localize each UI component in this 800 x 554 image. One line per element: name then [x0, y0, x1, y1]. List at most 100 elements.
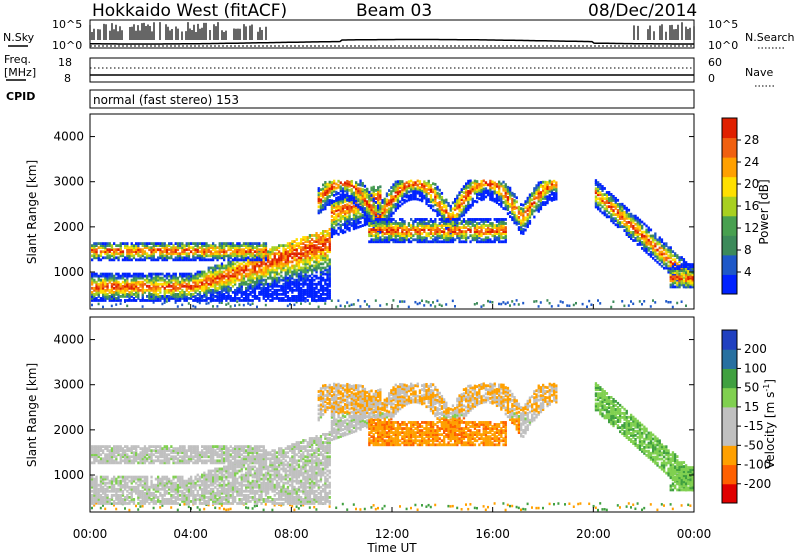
heatmap-cell [256, 264, 259, 268]
heatmap-cell [214, 254, 217, 258]
heatmap-cell [196, 280, 199, 284]
heatmap-cell [328, 278, 331, 282]
heatmap-cell [645, 232, 648, 236]
heatmap-cell [366, 303, 368, 306]
heatmap-cell [645, 246, 648, 250]
heatmap-cell [322, 270, 325, 274]
heatmap-cell [601, 211, 604, 215]
heatmap-cell [524, 206, 527, 210]
heatmap-cell [154, 272, 158, 276]
heatmap-cell [669, 264, 672, 268]
heatmap-cell [258, 250, 261, 254]
heatmap-cell [152, 258, 155, 262]
heatmap-cell [300, 276, 303, 280]
heatmap-cell [471, 201, 474, 205]
heatmap-cell [355, 199, 358, 203]
heatmap-cell [231, 254, 235, 258]
heatmap-cell [278, 292, 281, 296]
heatmap-cell [308, 288, 312, 292]
heatmap-cell [291, 297, 294, 300]
heatmap-cell [278, 246, 281, 250]
heatmap-cell [643, 248, 646, 252]
heatmap-cell [253, 272, 257, 276]
heatmap-cell [471, 218, 474, 221]
heatmap-cell [135, 246, 138, 250]
heatmap-cell [436, 208, 439, 211]
heatmap-cell [179, 254, 182, 258]
heatmap-cell [390, 210, 393, 214]
heatmap-cell [192, 258, 195, 262]
heatmap-cell [385, 202, 389, 206]
heatmap-cell [399, 218, 402, 221]
heatmap-cell [465, 194, 468, 198]
heatmap-cell [326, 232, 329, 235]
heatmap-cell [106, 286, 109, 290]
heatmap-cell [203, 278, 206, 282]
heatmap-cell [669, 254, 672, 258]
heatmap-cell [440, 196, 444, 199]
heatmap-cell [506, 187, 510, 191]
heatmap-cell [460, 234, 463, 238]
heatmap-cell [218, 292, 221, 296]
heatmap-cell [187, 274, 191, 278]
heatmap-cell [339, 226, 342, 229]
heatmap-cell [480, 194, 483, 198]
heatmap-cell [240, 268, 243, 272]
heatmap-cell [225, 254, 228, 258]
heatmap-cell [236, 297, 239, 300]
heatmap-cell [363, 300, 366, 303]
heatmap-cell [522, 224, 525, 227]
heatmap-cell [322, 205, 325, 209]
heatmap-cell [165, 282, 169, 286]
heatmap-cell [106, 254, 109, 258]
heatmap-cell [445, 224, 448, 227]
heatmap-cell [324, 244, 327, 248]
heatmap-cell [344, 212, 347, 216]
heatmap-cell [451, 224, 455, 227]
heatmap-cell [484, 238, 488, 242]
heatmap-cell [594, 181, 598, 185]
heatmap-cell [291, 272, 294, 276]
heatmap-cell [201, 297, 204, 300]
heatmap-cell [645, 228, 648, 232]
heatmap-cell [427, 204, 430, 208]
heatmap-cell [612, 194, 615, 198]
heatmap-cell [388, 222, 391, 225]
heatmap-cell [192, 304, 195, 308]
heatmap-cell [119, 290, 122, 294]
heatmap-cell [146, 274, 149, 278]
heatmap-cell [179, 244, 182, 248]
heatmap-cell [614, 198, 617, 202]
heatmap-cell [286, 260, 290, 264]
heatmap-cell [104, 278, 107, 282]
heatmap-cell [214, 282, 217, 286]
heatmap-cell [231, 246, 235, 250]
heatmap-cell [324, 203, 327, 207]
heatmap-cell [284, 292, 287, 296]
heatmap-cell [645, 248, 648, 252]
heatmap-cell [322, 288, 325, 292]
heatmap-cell [647, 230, 650, 234]
heatmap-cell [368, 218, 371, 221]
heatmap-cell [548, 181, 551, 185]
heatmap-cell [205, 242, 208, 245]
heatmap-cell [608, 211, 611, 215]
heatmap-cell [383, 213, 386, 217]
heatmap-cell [641, 240, 644, 244]
heatmap-cell [425, 232, 428, 236]
heatmap-cell [410, 232, 413, 236]
heatmap-cell [168, 297, 171, 300]
heatmap-cell [515, 196, 518, 200]
heatmap-cell [201, 278, 204, 282]
heatmap-cell [366, 187, 369, 191]
heatmap-cell [612, 217, 615, 221]
heatmap-cell [337, 212, 340, 216]
heatmap-cell [291, 244, 294, 248]
heatmap-cell [401, 230, 404, 234]
heatmap-cell [445, 218, 448, 221]
heatmap-cell [429, 224, 433, 227]
heatmap-cell [658, 242, 661, 246]
heatmap-cell [179, 256, 182, 260]
heatmap-cell [330, 227, 334, 230]
heatmap-cell [295, 238, 298, 241]
